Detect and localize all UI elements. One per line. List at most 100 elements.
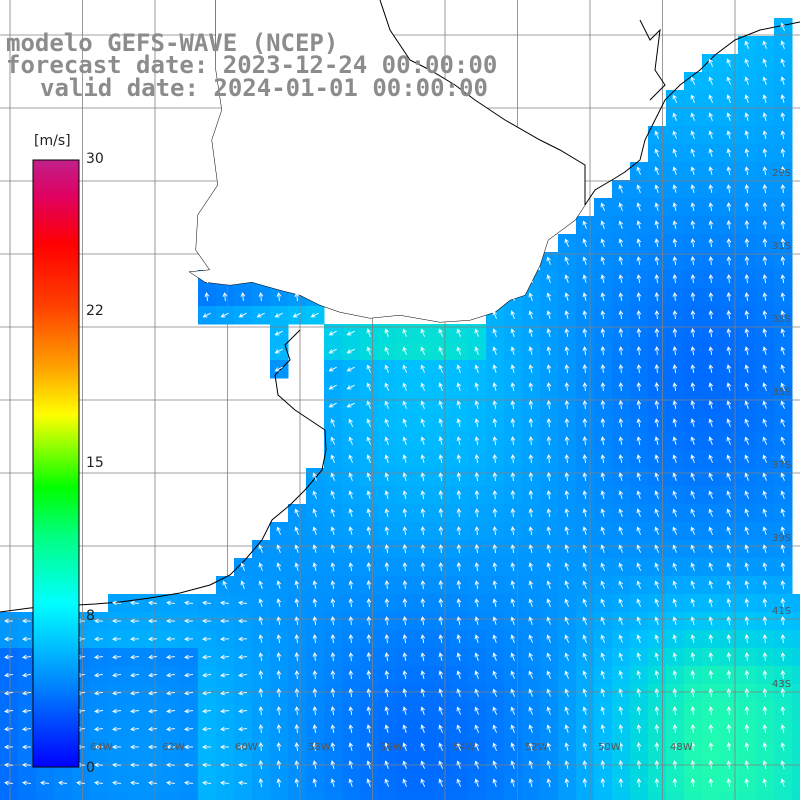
wind-arrow [510,454,516,464]
wind-arrow [348,760,354,769]
wind-arrow [94,618,104,624]
wind-arrow [726,166,732,175]
wind-arrow [312,274,318,284]
wind-arrow [312,688,318,698]
wind-arrow [744,562,750,572]
wind-arrow [762,202,768,212]
wind-arrow [582,760,588,769]
wind-cell [792,594,800,613]
wind-arrow [582,256,588,265]
wind-arrow [528,670,534,679]
wind-arrow [456,598,462,607]
wind-arrow [654,580,659,589]
wind-arrow [420,742,425,751]
wind-arrow [366,508,372,518]
wind-arrow [276,742,282,752]
wind-cell [792,648,800,667]
wind-arrow [438,490,444,500]
wind-arrow [564,508,570,517]
wind-arrow [58,780,68,786]
wind-arrow [726,454,731,463]
wind-arrow [456,616,462,625]
wind-arrow [654,220,660,230]
wind-arrow [112,744,122,750]
wind-arrow [384,508,390,517]
wind-arrow [366,706,372,715]
wind-arrow [762,652,768,662]
wind-arrow [762,364,768,373]
wind-arrow [4,672,14,678]
wind-arrow [402,508,408,517]
wind-arrow [618,670,624,679]
lat-label: 33S [772,314,792,325]
wind-arrow [238,672,248,678]
wind-arrow [384,490,390,500]
wind-arrow [184,744,194,750]
wind-arrow [546,256,551,265]
wind-arrow [708,706,714,716]
wind-arrow [726,130,732,139]
wind-cell [522,792,541,800]
wind-arrow [330,724,336,733]
wind-cell [792,792,800,800]
wind-arrow [420,454,426,464]
wind-arrow [294,688,300,698]
wind-arrow [780,202,786,212]
wind-arrow [384,742,390,751]
wind-cell [486,792,505,800]
wind-arrow [510,328,516,337]
wind-arrow [780,544,786,554]
wind-arrow [222,580,227,589]
wind-arrow [654,238,660,247]
wind-cell [792,630,800,649]
title-valid-date: valid date: 2024-01-01 00:00:00 [40,74,488,102]
wind-arrow [762,706,768,716]
wind-arrow [672,778,678,788]
wind-arrow [294,670,300,680]
wind-arrow [492,742,497,751]
wind-arrow [744,742,750,751]
wind-arrow [780,184,786,194]
wind-arrow [240,274,246,284]
wind-arrow [672,472,677,481]
wind-arrow [744,76,749,85]
wind-arrow [456,526,462,536]
wind-arrow [220,654,230,660]
wind-arrow [438,778,443,787]
wind-arrow [636,616,641,625]
wind-arrow [708,76,713,85]
wind-arrow [708,94,713,103]
wind-arrow [4,780,14,786]
wind-arrow [618,688,624,698]
wind-arrow [672,418,678,428]
wind-arrow [94,654,104,660]
wind-arrow [726,274,732,284]
wind-arrow [274,312,283,318]
wind-arrow [780,292,786,301]
wind-arrow [130,744,140,750]
wind-arrow [708,310,714,320]
wind-arrow [690,760,696,770]
lon-label: 52W [525,742,548,753]
wind-arrow [258,292,264,302]
wind-arrow [582,634,587,643]
wind-arrow [654,256,660,265]
wind-arrow [528,634,533,643]
wind-arrow [474,508,480,518]
wind-arrow [456,364,461,373]
wind-arrow [474,346,479,355]
wind-arrow [672,364,678,374]
wind-arrow [166,654,176,660]
wind-arrow [564,436,570,446]
wind-arrow [780,310,786,320]
wind-arrow [238,654,248,660]
wind-arrow [456,490,462,500]
wind-arrow [564,472,570,482]
wind-arrow [274,330,283,336]
wind-arrow [582,400,588,410]
wind-arrow [528,310,534,319]
wind-arrow [528,688,533,697]
wind-arrow [220,708,230,714]
wind-arrow [420,562,426,572]
wind-arrow [672,670,678,679]
